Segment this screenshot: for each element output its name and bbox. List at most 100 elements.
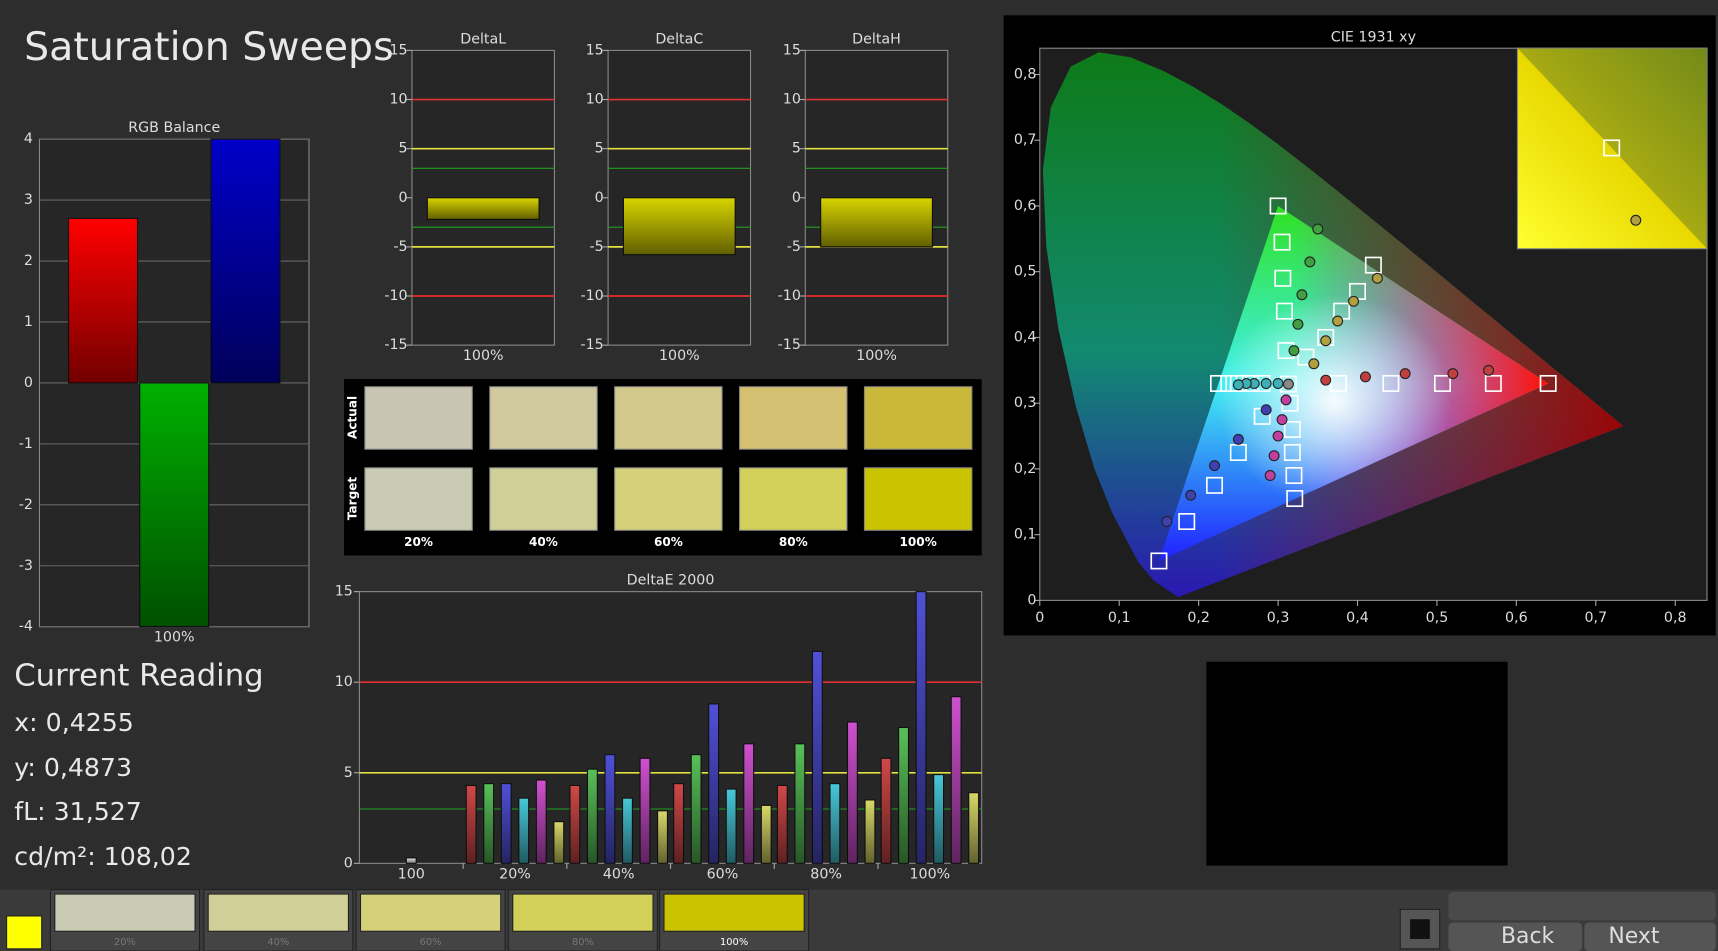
y-tick-label: 15 [389, 42, 407, 58]
gamut-triangle-white [1158, 205, 1549, 561]
y-tick-label: 10 [586, 92, 604, 108]
y-tick-label: 5 [344, 765, 353, 781]
next-button[interactable] [1584, 922, 1716, 951]
target-point [1210, 374, 1227, 392]
current-color [6, 915, 43, 950]
column-label: 100% [900, 535, 937, 549]
toolbar-swatch[interactable] [663, 893, 805, 932]
measured-point [1447, 368, 1459, 380]
bar [725, 788, 737, 864]
x-tick-label: 0,1 [1108, 610, 1131, 626]
bar [760, 804, 772, 864]
y-tick-label: -10 [778, 288, 801, 304]
toolbar-label: 80% [572, 937, 594, 948]
measured-point [1288, 345, 1300, 357]
swatch-actual [614, 386, 723, 450]
zoom-measured [1630, 214, 1642, 226]
x-tick-label: 0,5 [1426, 610, 1449, 626]
x-tick-label: 100% [856, 348, 897, 364]
bar [622, 197, 736, 256]
target-point [1273, 233, 1291, 251]
bar [405, 857, 417, 864]
y-tick-label: 3 [24, 192, 33, 208]
readout-line: x: 0,4255 [14, 708, 134, 737]
bar [950, 696, 962, 864]
chart-title: DeltaE 2000 [627, 573, 715, 589]
y-tick-label: 10 [783, 92, 801, 108]
y-tick-label: 0 [792, 190, 801, 206]
target-point [1178, 513, 1196, 531]
x-tick-label: 100% [909, 866, 950, 882]
bar [139, 382, 210, 628]
column-label: 40% [529, 535, 558, 549]
measured-point [1268, 450, 1280, 462]
bar [846, 721, 858, 864]
y-tick-label: 0 [24, 375, 33, 391]
row-label: Actual [345, 396, 359, 439]
bar [915, 591, 927, 864]
toolbar-label: 40% [267, 937, 289, 948]
bar [604, 754, 616, 864]
measured-point [1185, 489, 1197, 501]
x-tick-label: 0,3 [1267, 610, 1290, 626]
x-tick-label: 100% [659, 348, 700, 364]
bar [657, 810, 668, 864]
measured-point [1296, 289, 1308, 301]
y-tick-label: 0,2 [1014, 461, 1037, 477]
bar [880, 757, 892, 864]
y-tick-label: 1 [24, 314, 33, 330]
measured-point [1264, 470, 1276, 481]
bar [673, 783, 685, 864]
swatch-actual [489, 386, 598, 450]
measured-point [1282, 378, 1294, 390]
y-tick-label: -15 [778, 337, 801, 353]
y-tick-label: 10 [335, 674, 353, 690]
x-tick-label: 100% [463, 348, 504, 364]
stop-button[interactable] [1399, 908, 1441, 950]
row-label: Target [345, 477, 359, 521]
swatch-actual [739, 386, 848, 450]
back-label[interactable]: Back [1501, 924, 1554, 949]
bar [864, 799, 876, 864]
chart-title: CIE 1931 xy [1331, 29, 1416, 45]
measured-point [1371, 272, 1383, 284]
chart-title: RGB Balance [128, 120, 220, 136]
y-tick-label: 0,5 [1014, 264, 1037, 280]
bar [586, 768, 598, 864]
measured-point [1161, 516, 1173, 527]
toolbar-swatch[interactable] [512, 893, 654, 932]
y-tick-label: 15 [783, 42, 801, 58]
target-point [1275, 302, 1293, 320]
bar [968, 792, 980, 864]
y-tick-label: -15 [580, 337, 603, 353]
x-tick-label: 80% [810, 866, 842, 882]
y-tick-label: 0 [344, 855, 353, 871]
swatch-actual [863, 386, 973, 450]
y-tick-label: 0 [1027, 592, 1036, 608]
toolbar-swatch[interactable] [54, 893, 196, 932]
bar [639, 757, 651, 864]
y-tick-label: -4 [19, 619, 33, 635]
target-point [1364, 256, 1382, 274]
bar [426, 197, 540, 220]
measured-point [1308, 358, 1320, 370]
target-point [1206, 476, 1224, 494]
y-tick-label: 2 [24, 253, 33, 269]
measured-point [1483, 364, 1495, 376]
y-tick-label: 15 [586, 42, 604, 58]
bar [811, 650, 823, 864]
y-tick-label: 5 [399, 141, 408, 157]
next-label[interactable]: Next [1608, 924, 1659, 949]
y-tick-label: 0,1 [1014, 527, 1037, 543]
bar [829, 783, 841, 864]
toolbar-swatch[interactable] [207, 893, 349, 932]
measured-point [1272, 377, 1284, 389]
measured-point [1399, 368, 1411, 380]
back-button[interactable] [1448, 922, 1583, 951]
bar [933, 774, 945, 864]
target-point [1150, 552, 1168, 570]
y-tick-label: 5 [792, 141, 801, 157]
toolbar-swatch[interactable] [359, 893, 502, 932]
x-tick-label: 0,6 [1505, 610, 1528, 626]
